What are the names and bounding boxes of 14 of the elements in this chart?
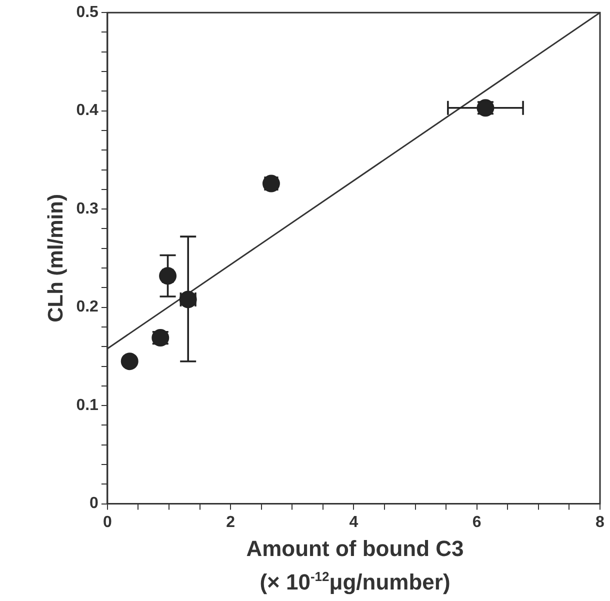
point bbox=[120, 352, 138, 370]
y-axis-title: CLh (ml/min) bbox=[44, 194, 68, 322]
x-tick-label: 0 bbox=[102, 514, 112, 531]
y-tick-label: 0.3 bbox=[76, 200, 99, 218]
y-tick-label: 0.1 bbox=[76, 396, 99, 414]
y-tick-label: 0.5 bbox=[76, 4, 99, 22]
x-tick-label: 4 bbox=[349, 514, 358, 531]
x-axis-title: Amount of bound C3 (× 10$^{-12}$μg/number) bbox=[245, 535, 465, 596]
x-tick-label: 2 bbox=[226, 514, 236, 531]
y-tick-label: 0.4 bbox=[76, 102, 99, 120]
x-tick-label: 6 bbox=[472, 514, 482, 531]
y-tick-label: 0.2 bbox=[76, 298, 99, 316]
x-tick-label: 8 bbox=[596, 514, 605, 531]
y-tick-label: 0 bbox=[90, 495, 99, 512]
